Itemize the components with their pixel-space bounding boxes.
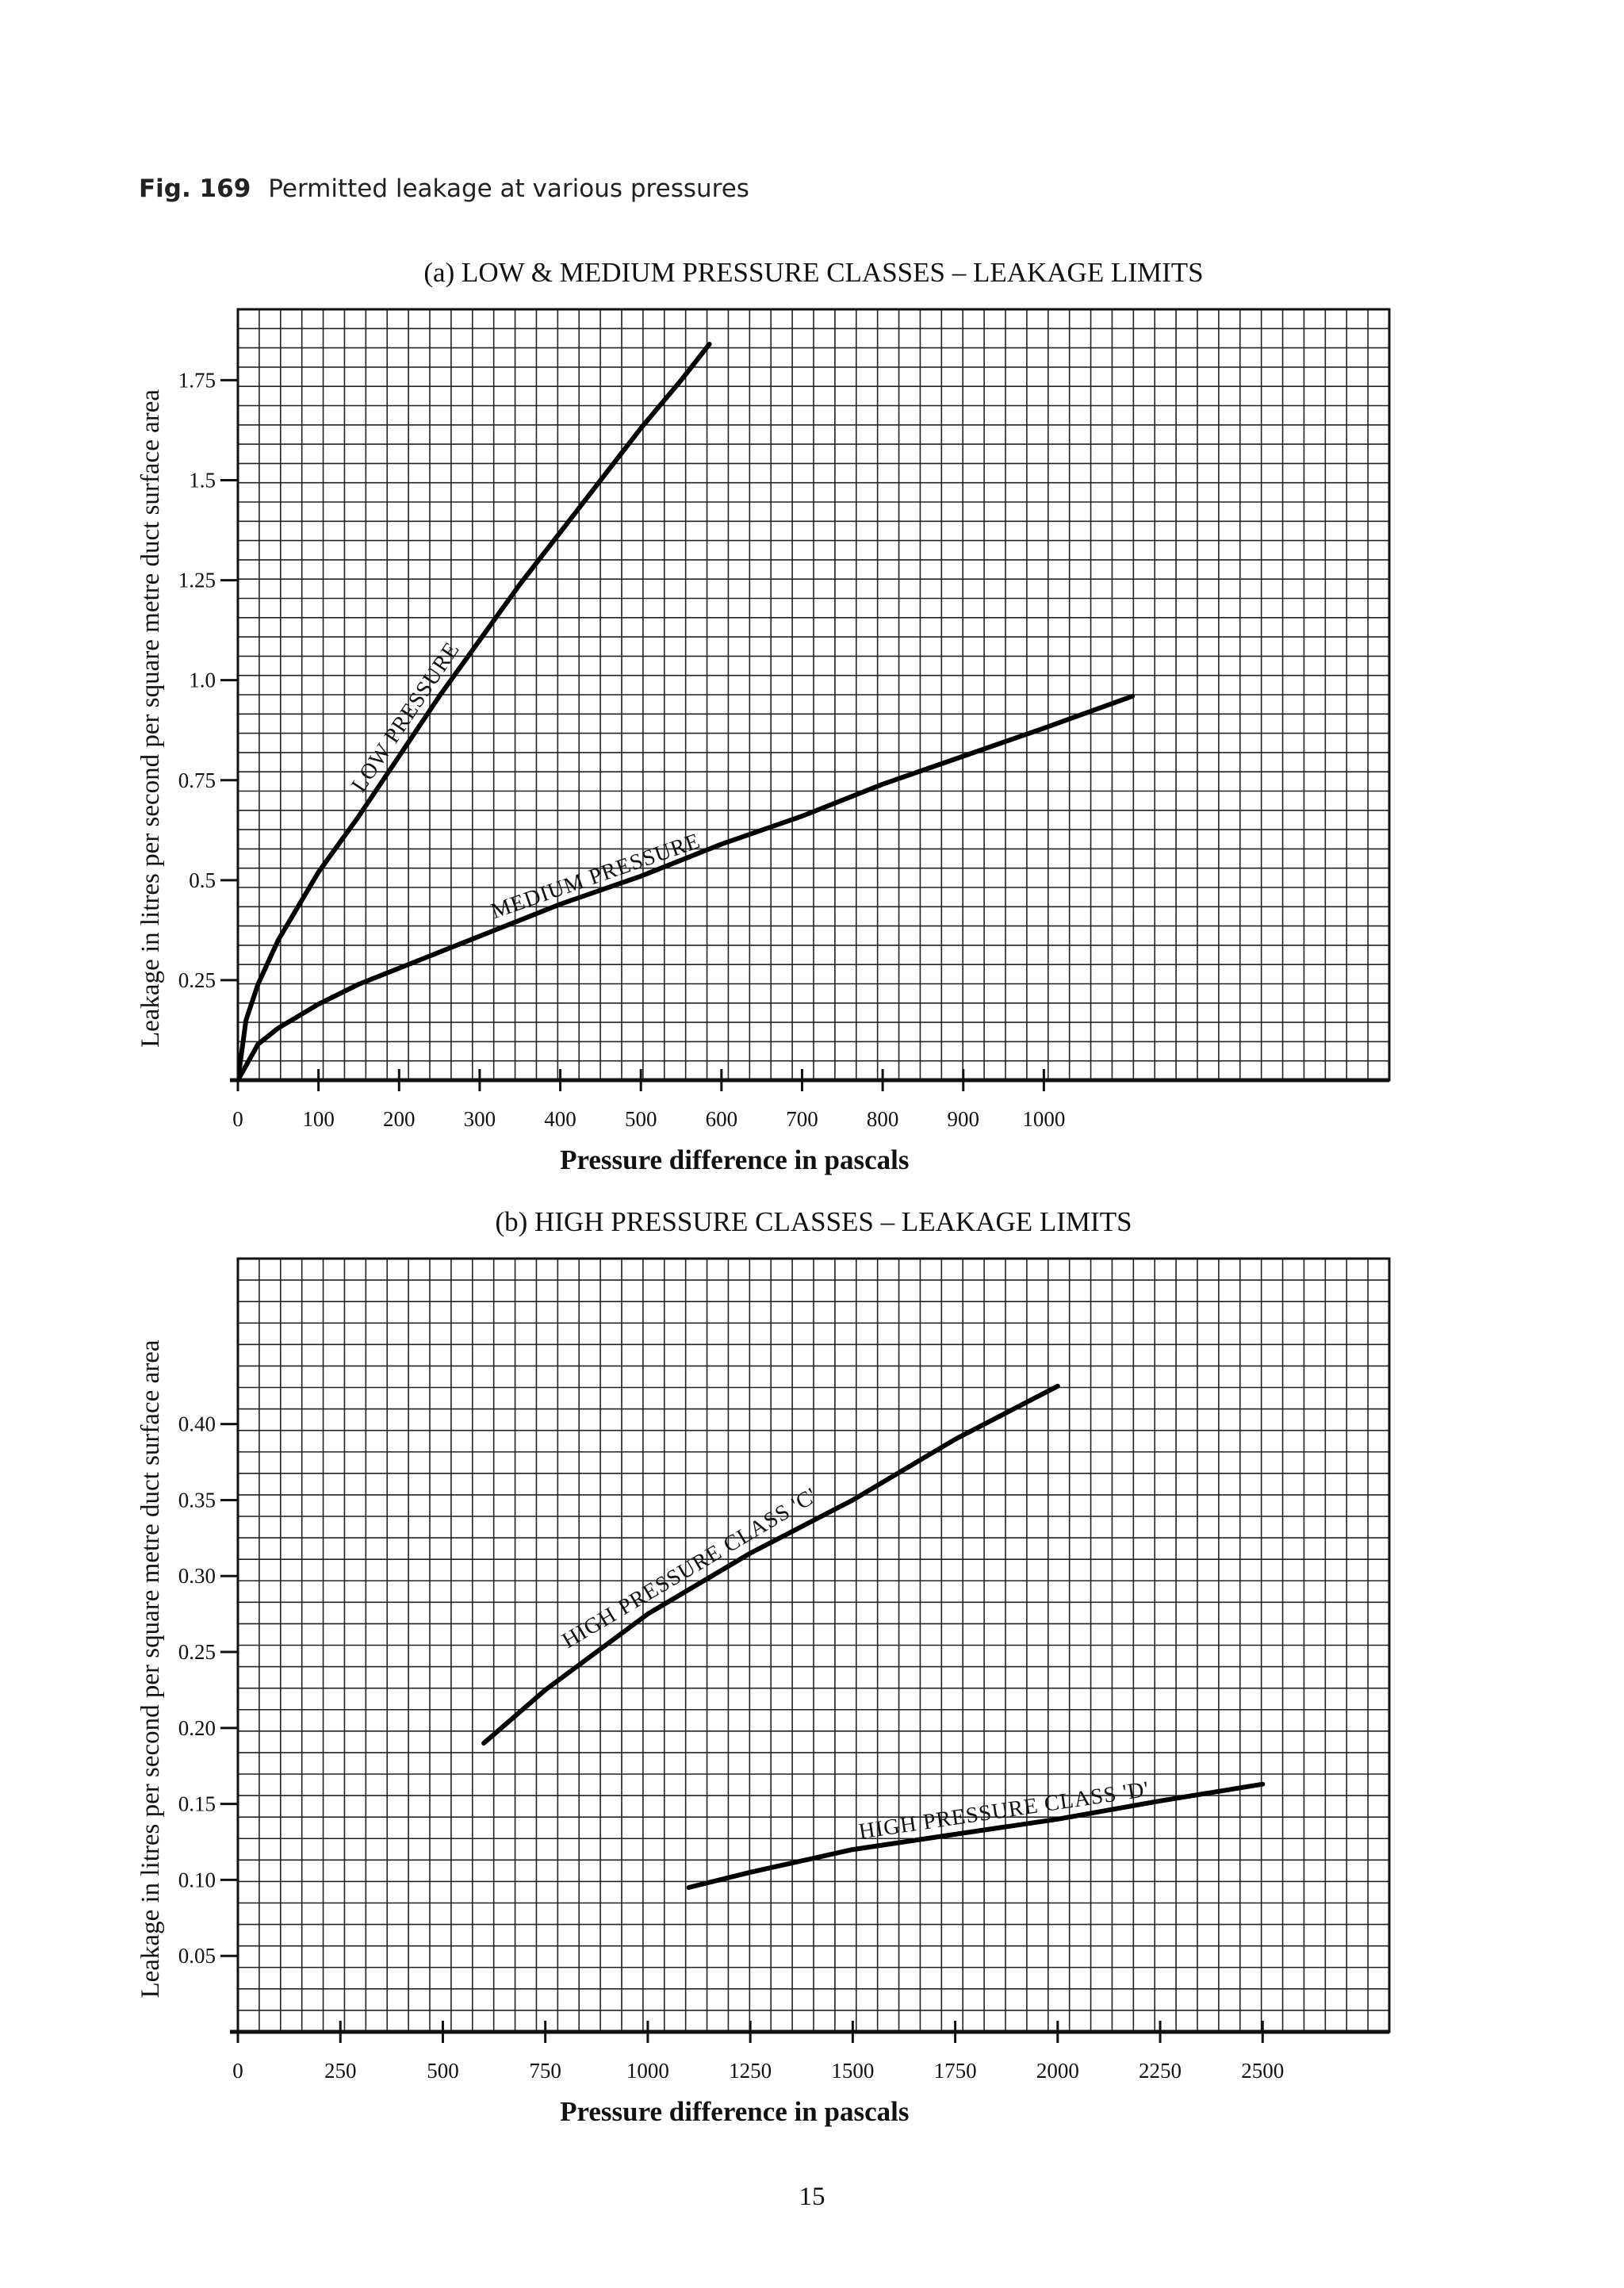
figure-caption-text: Permitted leakage at various pressures	[268, 174, 749, 203]
chart-title: (a) LOW & MEDIUM PRESSURE CLASSES – LEAK…	[423, 257, 1203, 288]
x-tick-label: 250	[324, 2059, 357, 2083]
y-axis-label: Leakage in litres per second per square …	[136, 389, 165, 1048]
y-tick-label: 0.25	[178, 968, 216, 992]
y-axis-label: Leakage in litres per second per square …	[136, 1339, 165, 1998]
page-number: 15	[799, 2183, 825, 2211]
x-tick-label: 0	[232, 1107, 243, 1131]
x-tick-label: 1000	[626, 2059, 669, 2083]
grid	[237, 1258, 1390, 2033]
x-tick-label: 1250	[729, 2059, 772, 2083]
grid	[237, 309, 1390, 1081]
y-tick-label: 1.5	[189, 469, 216, 492]
x-tick-label: 900	[948, 1107, 980, 1131]
series-line-2	[238, 693, 1136, 1080]
y-tick-label: 0.20	[178, 1716, 216, 1740]
x-axis-label: Pressure difference in pascals	[560, 1144, 909, 1175]
x-tick-label: 750	[529, 2059, 561, 2083]
figure-caption: Fig. 169 Permitted leakage at various pre…	[139, 174, 749, 203]
x-tick-label: 300	[464, 1107, 496, 1131]
x-tick-label: 100	[302, 1107, 335, 1131]
y-tick-label: 1.0	[189, 669, 216, 692]
series-label-1: HIGH PRESSURE CLASS 'C'	[558, 1483, 822, 1654]
y-tick-label: 0.15	[178, 1792, 216, 1816]
y-tick-label: 0.40	[178, 1412, 216, 1436]
chart-high-pressure: (b) HIGH PRESSURE CLASSES – LEAKAGE LIMI…	[136, 1206, 1391, 2127]
y-tick-label: 1.25	[178, 569, 216, 592]
x-tick-label: 2500	[1241, 2059, 1284, 2083]
x-tick-label: 600	[706, 1107, 738, 1131]
x-tick-label: 2000	[1036, 2059, 1079, 2083]
y-tick-label: 0.35	[178, 1488, 216, 1512]
x-tick-label: 800	[867, 1107, 899, 1131]
y-tick-label: 0.05	[178, 1944, 216, 1968]
series-line-2	[686, 1781, 1266, 1890]
x-tick-label: 1000	[1022, 1107, 1065, 1131]
x-tick-label: 500	[427, 2059, 459, 2083]
chart-low-medium-pressure: (a) LOW & MEDIUM PRESSURE CLASSES – LEAK…	[136, 257, 1391, 1175]
x-tick-label: 200	[383, 1107, 416, 1131]
series-line-1	[481, 1383, 1060, 1746]
series-line-1	[238, 342, 712, 1080]
x-axis-label: Pressure difference in pascals	[560, 2096, 909, 2127]
x-tick-label: 1750	[934, 2059, 977, 2083]
y-tick-label: 0.10	[178, 1868, 216, 1891]
x-tick-label: 1500	[831, 2059, 874, 2083]
y-tick-label: 0.25	[178, 1640, 216, 1664]
x-tick-label: 700	[786, 1107, 818, 1131]
series-label-1: LOW PRESSURE	[347, 638, 465, 797]
y-tick-label: 0.30	[178, 1564, 216, 1588]
series-label-2: MEDIUM PRESSURE	[488, 829, 703, 924]
figure-number: Fig. 169	[139, 174, 251, 203]
x-tick-label: 2250	[1139, 2059, 1182, 2083]
x-tick-label: 500	[625, 1107, 657, 1131]
x-tick-label: 0	[232, 2059, 243, 2083]
chart-title: (b) HIGH PRESSURE CLASSES – LEAKAGE LIMI…	[495, 1206, 1132, 1237]
y-tick-label: 0.75	[178, 768, 216, 792]
y-tick-label: 1.75	[178, 368, 216, 392]
x-tick-label: 400	[544, 1107, 576, 1131]
y-tick-label: 0.5	[189, 868, 216, 892]
